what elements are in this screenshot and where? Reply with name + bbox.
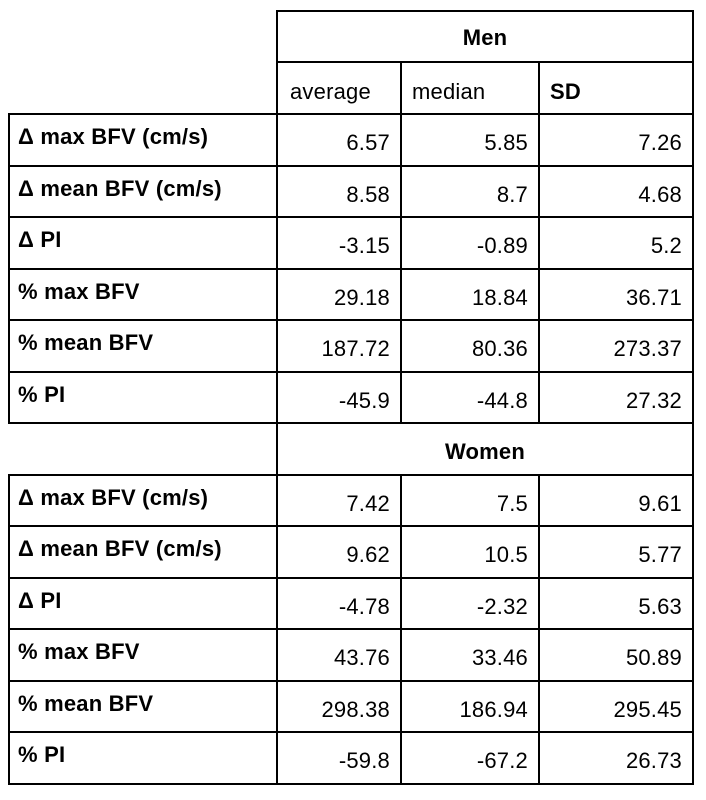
row-label: % mean BFV [18, 330, 154, 355]
cell-average: 9.62 [346, 542, 390, 567]
rule [8, 577, 694, 579]
cell-average: -59.8 [338, 748, 390, 773]
cell-sd: 27.32 [625, 388, 682, 413]
rule [8, 371, 694, 373]
cell-median: 10.5 [484, 542, 528, 567]
cell-median: 8.7 [496, 182, 528, 207]
row-label: % PI [18, 742, 66, 767]
cell-median: 80.36 [471, 336, 528, 361]
rule [8, 525, 694, 527]
row-label: Δ mean BFV (cm/s) [18, 536, 222, 561]
cell-median: -67.2 [476, 748, 528, 773]
rule [8, 422, 694, 424]
column-header-median: median [412, 79, 486, 104]
row-label: Δ PI [18, 227, 62, 252]
row-label: Δ max BFV (cm/s) [18, 485, 209, 510]
rule [8, 474, 10, 785]
cell-sd: 7.26 [638, 130, 682, 155]
cell-sd: 50.89 [625, 645, 682, 670]
rule [8, 319, 694, 321]
row-label: % PI [18, 382, 66, 407]
cell-average: 187.72 [321, 336, 390, 361]
cell-sd: 36.71 [625, 285, 682, 310]
rule [8, 731, 694, 733]
rule [8, 783, 694, 785]
cell-sd: 5.2 [650, 233, 682, 258]
cell-sd: 295.45 [613, 697, 682, 722]
rule [276, 10, 278, 785]
cell-median: -0.89 [476, 233, 528, 258]
cell-sd: 4.68 [638, 182, 682, 207]
rule [400, 61, 402, 423]
rule [278, 10, 694, 12]
group-header-men: Men [462, 25, 508, 50]
rule [8, 216, 694, 218]
column-header-average: average [290, 79, 371, 104]
cell-average: -45.9 [338, 388, 390, 413]
cell-average: 298.38 [321, 697, 390, 722]
rule [8, 268, 694, 270]
cell-sd: 5.63 [638, 594, 682, 619]
rule [8, 474, 694, 476]
column-header-sd: SD [550, 79, 581, 104]
row-label: % mean BFV [18, 691, 154, 716]
cell-average: -4.78 [338, 594, 390, 619]
row-label: Δ max BFV (cm/s) [18, 124, 209, 149]
rule [8, 628, 694, 630]
cell-median: 33.46 [471, 645, 528, 670]
cell-sd: 26.73 [625, 748, 682, 773]
rule [278, 61, 694, 63]
cell-median: 5.85 [484, 130, 528, 155]
rule [8, 680, 694, 682]
cell-sd: 273.37 [613, 336, 682, 361]
cell-sd: 9.61 [638, 491, 682, 516]
row-label: % max BFV [18, 279, 140, 304]
cell-sd: 5.77 [638, 542, 682, 567]
cell-average: 7.42 [346, 491, 390, 516]
cell-average: 43.76 [333, 645, 390, 670]
cell-median: 18.84 [471, 285, 528, 310]
rule [8, 165, 694, 167]
rule [538, 474, 540, 785]
rule [400, 474, 402, 785]
cell-median: -44.8 [476, 388, 528, 413]
row-label: % max BFV [18, 639, 140, 664]
cell-average: 6.57 [346, 130, 390, 155]
rule [692, 10, 694, 785]
cell-average: 29.18 [333, 285, 390, 310]
cell-median: 186.94 [459, 697, 528, 722]
rule [538, 61, 540, 423]
cell-average: -3.15 [338, 233, 390, 258]
cell-median: -2.32 [476, 594, 528, 619]
cell-average: 8.58 [346, 182, 390, 207]
row-label: Δ mean BFV (cm/s) [18, 176, 222, 201]
cell-median: 7.5 [496, 491, 528, 516]
row-label: Δ PI [18, 588, 62, 613]
group-header-women: Women [444, 439, 526, 464]
rule [8, 113, 694, 115]
rule [8, 113, 10, 423]
